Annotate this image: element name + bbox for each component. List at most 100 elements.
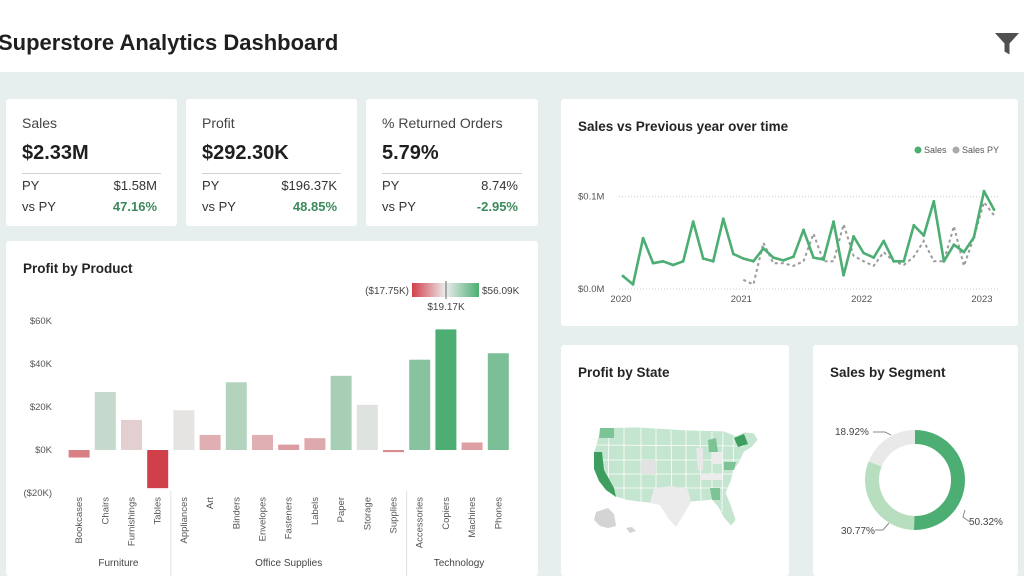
bar-supplies[interactable] xyxy=(383,450,404,453)
kpi-card-sales[interactable]: Sales $2.33M PY $1.58M vs PY 47.16% xyxy=(6,99,177,226)
bar-chairs[interactable] xyxy=(94,391,116,450)
data-point-sales[interactable] xyxy=(731,252,735,256)
data-point-sales[interactable] xyxy=(902,259,906,263)
data-point-sales[interactable] xyxy=(982,189,986,193)
data-point-sales[interactable] xyxy=(701,257,705,260)
visual-title: Sales by Segment xyxy=(830,365,946,380)
state-texas xyxy=(650,486,691,527)
bar-tables[interactable] xyxy=(147,450,169,489)
data-point-sales[interactable] xyxy=(882,239,886,243)
y-tick-label: $0.0M xyxy=(578,284,604,295)
bar-machines[interactable] xyxy=(461,442,483,450)
bar-envelopes[interactable] xyxy=(252,434,273,450)
data-point-sales[interactable] xyxy=(641,236,645,240)
group-label-technology: Technology xyxy=(434,558,485,569)
filter-icon[interactable] xyxy=(994,32,1020,56)
data-point-sales[interactable] xyxy=(772,256,775,260)
data-point-sales[interactable] xyxy=(832,220,835,224)
data-point-sales[interactable] xyxy=(671,263,675,267)
data-point-sales[interactable] xyxy=(792,255,795,259)
kpi-value: 5.79% xyxy=(382,142,439,164)
data-point-sales[interactable] xyxy=(952,243,956,247)
data-point-sales[interactable] xyxy=(761,246,765,250)
donut-slice-home-office[interactable] xyxy=(868,430,916,467)
bar-phones[interactable] xyxy=(487,353,509,450)
data-point-sales[interactable] xyxy=(862,251,866,255)
data-point-sales[interactable] xyxy=(912,223,916,227)
kpi-card-returned-orders[interactable]: % Returned Orders 5.79% PY 8.74% vs PY -… xyxy=(366,99,538,226)
data-point-sales[interactable] xyxy=(942,259,946,263)
x-tick-label: 2022 xyxy=(851,294,872,305)
data-point-sales[interactable] xyxy=(681,259,685,263)
data-point-sales[interactable] xyxy=(932,199,936,203)
data-point-sales[interactable] xyxy=(721,217,725,221)
data-point-sales[interactable] xyxy=(711,259,715,263)
us-state-map[interactable] xyxy=(561,345,789,576)
bar-copiers[interactable] xyxy=(435,329,457,450)
alaska-shape xyxy=(594,508,616,528)
data-point-sales[interactable] xyxy=(972,235,976,239)
profit-by-state-card[interactable]: Profit by State xyxy=(561,345,789,576)
kpi-py-label: PY xyxy=(382,178,400,193)
bar-accessories[interactable] xyxy=(409,359,431,450)
data-point-sales[interactable] xyxy=(631,282,635,286)
data-point-sales[interactable] xyxy=(962,250,966,254)
divider xyxy=(22,173,161,174)
data-point-sales[interactable] xyxy=(852,234,856,238)
y-tick-label: $0.1M xyxy=(578,192,604,203)
data-point-sales[interactable] xyxy=(812,256,815,260)
data-point-sales[interactable] xyxy=(741,257,745,260)
bar-paper[interactable] xyxy=(330,375,352,450)
sales-vs-py-card[interactable]: Sales vs Previous year over time Sales S… xyxy=(561,99,1018,326)
leader-line-home-office xyxy=(873,431,892,436)
kpi-py-label: PY xyxy=(22,178,40,193)
kpi-card-profit[interactable]: Profit $292.30K PY $196.37K vs PY 48.85% xyxy=(186,99,357,226)
sales-by-segment-card[interactable]: Sales by Segment 18.92% 30.77% 50.32% xyxy=(813,345,1018,576)
bar-art[interactable] xyxy=(199,434,221,450)
kpi-py-value: 8.74% xyxy=(481,178,518,193)
kpi-label: Profit xyxy=(202,115,235,131)
bar-binders[interactable] xyxy=(225,382,247,450)
kpi-label: % Returned Orders xyxy=(382,115,503,131)
bar-fasteners[interactable] xyxy=(278,444,300,450)
x-tick-label: Chairs xyxy=(100,497,111,525)
data-point-sales[interactable] xyxy=(782,258,785,262)
bar-furnishings[interactable] xyxy=(121,419,142,450)
bar-appliances[interactable] xyxy=(173,410,195,450)
legend-mid-label: $19.17K xyxy=(427,302,465,313)
y-tick-label: $40K xyxy=(30,359,53,370)
data-label-home-office: 18.92% xyxy=(835,427,869,438)
kpi-vs-value: 47.16% xyxy=(112,199,157,214)
data-point-sales[interactable] xyxy=(651,261,655,265)
data-point-sales[interactable] xyxy=(992,208,996,212)
y-tick-label: ($20K) xyxy=(23,488,52,499)
bar-bookcases[interactable] xyxy=(68,450,90,458)
data-point-sales[interactable] xyxy=(691,220,695,224)
x-tick-label: Paper xyxy=(336,497,347,522)
kpi-py-label: PY xyxy=(202,178,220,193)
profit-by-product-card[interactable]: Profit by Product ($17.75K) $19.17K $56.… xyxy=(6,241,538,576)
bar-storage[interactable] xyxy=(356,404,378,450)
sales-vs-py-chart[interactable]: Sales Sales PY $0.0M $0.1M 2020 2021 2022 202… xyxy=(561,99,1018,326)
page-header: Superstore Analytics Dashboard xyxy=(0,0,1024,72)
data-point-sales[interactable] xyxy=(822,258,825,261)
data-point-sales[interactable] xyxy=(621,274,625,278)
x-tick-label: Appliances xyxy=(179,497,190,544)
x-tick-label: 2020 xyxy=(610,294,631,305)
series-line-sales xyxy=(622,189,996,286)
data-point-sales[interactable] xyxy=(751,259,755,263)
data-point-sales[interactable] xyxy=(892,259,896,263)
data-point-sales[interactable] xyxy=(661,259,665,263)
data-point-sales[interactable] xyxy=(842,273,845,277)
bar-labels[interactable] xyxy=(304,438,326,450)
data-point-sales[interactable] xyxy=(802,228,805,232)
data-point-sales[interactable] xyxy=(922,234,926,237)
profit-by-product-chart[interactable]: ($17.75K) $19.17K $56.09K ($20K) $0K $20K $… xyxy=(6,241,538,576)
kpi-vs-value: -2.95% xyxy=(476,199,518,214)
x-tick-label: Art xyxy=(205,497,216,510)
donut-slice-consumer[interactable] xyxy=(913,430,965,530)
donut-slice-corporate[interactable] xyxy=(865,461,915,530)
legend-sales-label: Sales xyxy=(924,145,947,155)
sales-by-segment-donut[interactable]: 18.92% 30.77% 50.32% xyxy=(813,345,1018,576)
data-point-sales[interactable] xyxy=(872,256,876,260)
